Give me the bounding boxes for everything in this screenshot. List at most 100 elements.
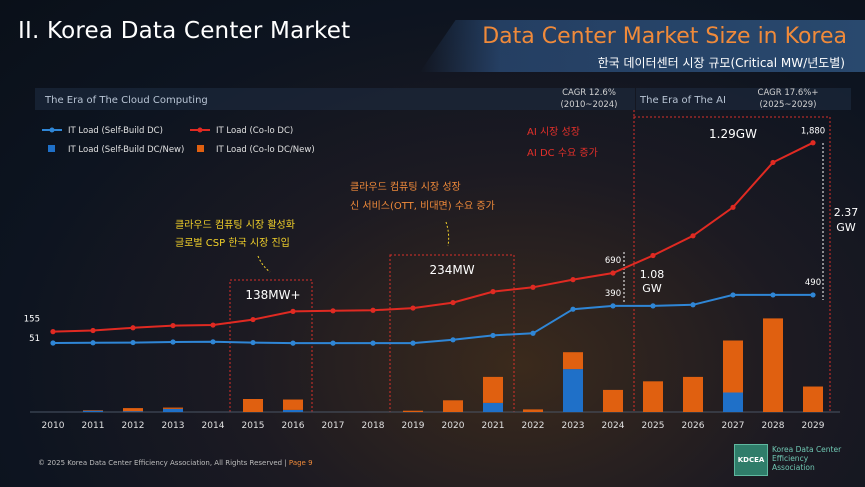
bar-self-new-2011 — [83, 410, 103, 412]
ai-era-band — [636, 88, 851, 110]
legend-swatch-self-new — [48, 145, 55, 152]
point-colo-2020 — [450, 299, 456, 306]
box3-label: 1.29GW — [709, 127, 757, 141]
x-tick-2025: 2025 — [642, 421, 665, 431]
bar-colo-new-2019 — [403, 410, 423, 412]
legend-label-colo: IT Load (Co-lo DC) — [216, 126, 293, 136]
x-tick-2024: 2024 — [602, 421, 625, 431]
point-labels: 51 155 690 390 1,880 490 — [24, 127, 825, 344]
x-tick-2018: 2018 — [362, 421, 385, 431]
bar-colo-new-2023 — [563, 352, 583, 370]
point-self-2015 — [250, 339, 256, 346]
title-banner — [420, 20, 865, 72]
point-label-colo-2010: 155 — [24, 315, 40, 325]
legend-label-self: IT Load (Self-Build DC) — [68, 126, 163, 136]
x-tick-2026: 2026 — [682, 421, 705, 431]
x-tick-2028: 2028 — [762, 421, 785, 431]
bar-colo-new-2020 — [443, 400, 463, 412]
point-colo-2011 — [90, 327, 96, 334]
note-yellow-arrow — [257, 255, 271, 273]
point-colo-2016 — [290, 308, 296, 314]
kdcea-logo: KDCEA — [734, 444, 768, 476]
point-self-2026 — [690, 302, 696, 308]
bar-colo-new-2024 — [603, 389, 623, 412]
point-colo-2010 — [50, 329, 56, 335]
gap2-unit: GW — [836, 221, 856, 234]
note-red-1: AI 시장 성장 — [527, 126, 580, 138]
x-tick-2023: 2023 — [562, 421, 585, 431]
note-red: AI 시장 성장 AI DC 수요 증가 — [527, 126, 598, 159]
x-tick-2015: 2015 — [242, 421, 265, 431]
note-yellow-2: 글로벌 CSP 한국 시장 진입 — [175, 236, 290, 249]
bar-colo-new-2028 — [763, 318, 783, 412]
bar-colo-new-2013 — [163, 407, 183, 409]
bar-colo-new-2016 — [283, 399, 303, 410]
bar-self-new-2016 — [283, 409, 303, 412]
bar-colo-new-2021 — [483, 376, 503, 403]
point-self-2027 — [730, 292, 736, 298]
point-colo-2012 — [130, 325, 136, 331]
cagr1-line2: (2010~2024) — [560, 100, 617, 110]
gap1-value: 1.08 — [640, 268, 665, 281]
point-self-2020 — [450, 337, 456, 343]
point-self-2022 — [530, 330, 536, 336]
box1-label: 138MW+ — [245, 288, 300, 302]
kdcea-name: Korea Data Center Efficiency Association — [772, 445, 842, 472]
x-tick-2013: 2013 — [162, 421, 185, 431]
note-yellow: 클라우드 컴퓨팅 시장 활성화 글로벌 CSP 한국 시장 진입 — [175, 218, 295, 249]
point-colo-2025 — [650, 252, 656, 259]
copyright-text: © 2025 Korea Data Center Efficiency Asso… — [38, 459, 289, 467]
box2-label: 234MW — [429, 263, 474, 277]
bar-colo-new-2026 — [683, 376, 703, 412]
point-self-2025 — [650, 303, 656, 309]
x-tick-2016: 2016 — [282, 421, 305, 431]
point-colo-2029 — [810, 140, 816, 146]
x-tick-2027: 2027 — [722, 421, 745, 431]
x-tick-2017: 2017 — [322, 421, 345, 431]
bar-colo-new-2011 — [83, 410, 103, 411]
x-tick-2021: 2021 — [482, 421, 505, 431]
line-self — [52, 293, 813, 345]
point-colo-2024 — [610, 270, 616, 276]
bar-colo-new-2012 — [123, 408, 143, 412]
bar-self-new-2021 — [483, 402, 503, 412]
point-colo-2017 — [330, 308, 336, 314]
point-colo-2019 — [410, 305, 416, 311]
point-self-2012 — [130, 339, 136, 346]
point-colo-2018 — [370, 307, 376, 313]
legend-dot-colo — [197, 127, 203, 133]
point-label-self-2010: 51 — [29, 334, 40, 344]
x-tick-2014: 2014 — [202, 421, 225, 431]
x-axis-ticks: 2010 2011 2012 2013 2014 2015 2016 2017 2018 2019… — [42, 421, 825, 431]
point-label-colo-2029: 1,880 — [801, 127, 825, 137]
cloud-era-band — [35, 88, 635, 110]
point-colo-2022 — [530, 284, 536, 290]
x-tick-2020: 2020 — [442, 421, 465, 431]
point-colo-2014 — [210, 322, 216, 328]
point-self-2016 — [290, 340, 296, 346]
gap1-unit: GW — [642, 282, 662, 295]
point-self-2023 — [570, 306, 576, 312]
bar-colo-new-2027 — [723, 340, 743, 393]
bar-self-new-2027 — [723, 392, 743, 412]
gap2-value: 2.37 — [834, 206, 859, 219]
period-box-2015 — [229, 279, 313, 413]
legend-swatch-colo-new — [197, 145, 204, 152]
note-yellow-1: 클라우드 컴퓨팅 시장 활성화 — [175, 218, 295, 231]
x-tick-2012: 2012 — [122, 421, 145, 431]
banner-title: Data Center Market Size in Korea — [482, 24, 847, 49]
legend-label-colo-new: IT Load (Co-lo DC/New) — [216, 145, 315, 155]
ai-era-label: The Era of The AI — [639, 95, 726, 106]
point-label-colo-2024: 690 — [605, 256, 621, 266]
legend: IT Load (Self-Build DC) IT Load (Co-lo D… — [42, 126, 315, 155]
page-number: Page 9 — [288, 459, 313, 467]
line-series — [50, 140, 816, 346]
legend-label-self-new: IT Load (Self-Build DC/New) — [68, 145, 184, 155]
cagr2-line2: (2025~2029) — [759, 100, 816, 110]
note-red-2: AI DC 수요 증가 — [527, 147, 598, 159]
point-self-2017 — [330, 340, 336, 346]
x-tick-2010: 2010 — [42, 421, 65, 431]
bar-colo-new-2015 — [243, 399, 263, 412]
x-tick-2029: 2029 — [802, 421, 825, 431]
point-self-2019 — [410, 340, 416, 346]
